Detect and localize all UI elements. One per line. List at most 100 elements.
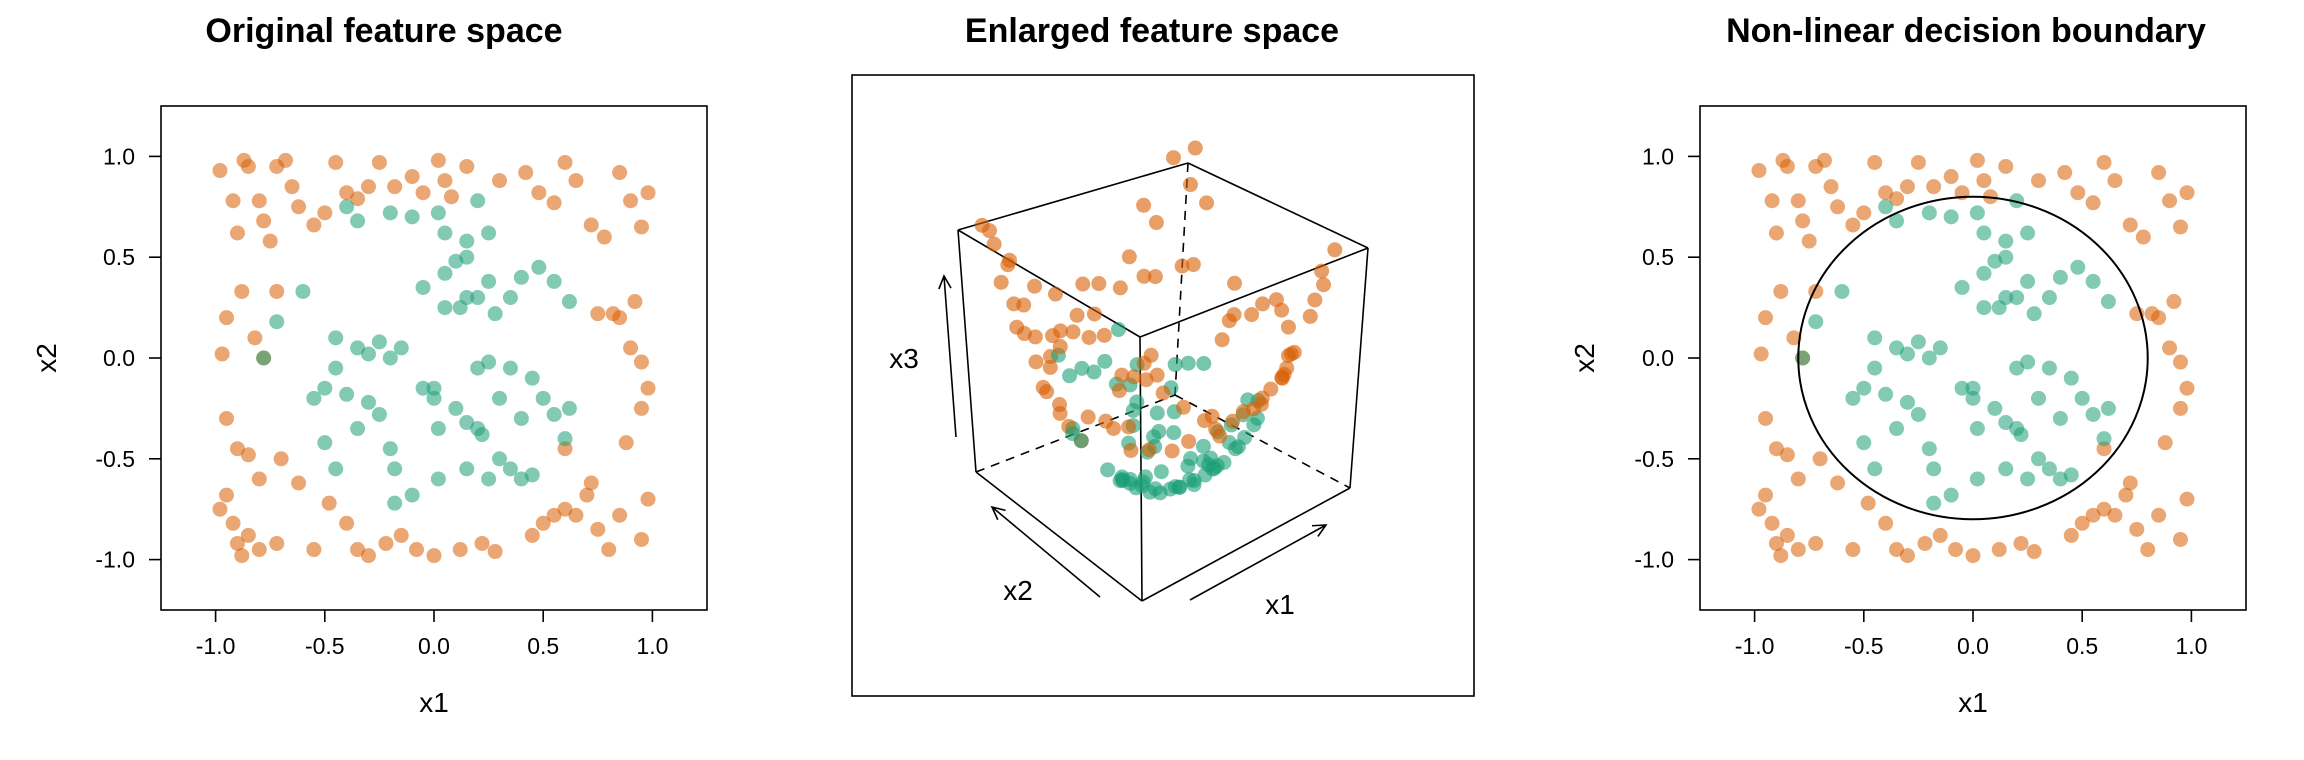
data-point-orange xyxy=(240,527,256,543)
data-point-orange xyxy=(219,310,235,326)
data-point-3d-orange xyxy=(1141,442,1157,458)
data-point-3d-green xyxy=(1129,394,1145,410)
data-point-green xyxy=(1910,406,1926,422)
data-point-orange xyxy=(546,507,562,523)
data-point-orange xyxy=(269,283,285,299)
data-point-3d-green xyxy=(1216,454,1232,470)
data-point-green xyxy=(350,421,366,437)
panel3-title: Non-linear decision boundary xyxy=(1726,12,2206,50)
x3-axis-arrow xyxy=(943,275,957,438)
data-point-green xyxy=(430,471,446,487)
data-point-green xyxy=(1987,253,2003,269)
data-point-3d-orange xyxy=(1148,215,1164,231)
data-point-green xyxy=(2031,390,2047,406)
data-point-orange xyxy=(1899,548,1915,564)
data-point-green xyxy=(1808,314,1824,330)
panel3-ylabel: x2 xyxy=(1569,343,1600,373)
data-point-orange xyxy=(306,217,322,233)
data-point-orange xyxy=(262,233,278,249)
data-point-3d-orange xyxy=(1155,385,1171,401)
data-point-3d-orange xyxy=(1327,242,1343,258)
data-point-3d-orange xyxy=(1227,275,1243,291)
panel-non-linear-decision-boundary: Non-linear decision boundary -1.0 -1.0 -0.… xyxy=(1569,12,2247,718)
data-point-3d-orange xyxy=(1204,408,1220,424)
panel3-xtick-label: 1.0 xyxy=(2175,633,2207,659)
panel1-title: Original feature space xyxy=(205,12,562,50)
data-point-orange xyxy=(1768,535,1784,551)
data-point-3d-orange xyxy=(1039,384,1055,400)
data-point-orange xyxy=(2129,521,2145,537)
data-point-orange xyxy=(1768,441,1784,457)
data-point-3d-green xyxy=(1167,357,1183,373)
data-point-green xyxy=(1976,225,1992,241)
panel3-xtick-label: -1.0 xyxy=(1735,633,1775,659)
data-point-orange xyxy=(1910,154,1926,170)
data-point-orange xyxy=(229,225,245,241)
panel1-xtick-label: 0.5 xyxy=(527,633,559,659)
data-point-orange xyxy=(2179,491,2195,507)
data-point-3d-orange xyxy=(1080,409,1096,425)
data-point-orange xyxy=(240,158,256,174)
data-point-orange xyxy=(2172,400,2188,416)
data-point-orange xyxy=(1867,154,1883,170)
data-point-orange xyxy=(1856,205,1872,221)
panel1-ytick-label: 0.5 xyxy=(103,244,135,270)
data-point-green xyxy=(1878,199,1894,215)
data-point-green xyxy=(1889,421,1905,437)
data-point-green xyxy=(546,273,562,289)
data-point-3d-orange xyxy=(1174,258,1190,274)
data-point-orange xyxy=(2179,380,2195,396)
x1-axis-arrow-head xyxy=(1311,524,1328,537)
data-point-orange xyxy=(487,544,503,560)
data-point-green xyxy=(546,406,562,422)
data-point-orange xyxy=(618,435,634,451)
data-point-green xyxy=(339,199,355,215)
data-point-green xyxy=(2063,370,2079,386)
data-point-orange xyxy=(623,193,639,209)
data-point-3d-orange xyxy=(1121,249,1137,265)
data-point-orange xyxy=(2074,515,2090,531)
data-point-orange xyxy=(2172,531,2188,547)
data-point-green xyxy=(2052,269,2068,285)
panel1-ytick-label: 0.0 xyxy=(103,345,135,371)
data-point-3d-orange xyxy=(993,274,1009,290)
data-point-3d-orange xyxy=(1048,286,1064,302)
data-point-3d-orange xyxy=(1065,324,1081,340)
data-point-green xyxy=(1943,487,1959,503)
data-point-orange xyxy=(2166,294,2182,310)
data-point-green xyxy=(328,360,344,376)
data-point-orange xyxy=(2172,354,2188,370)
data-point-3d-orange xyxy=(1147,269,1163,285)
data-point-orange xyxy=(1816,152,1832,168)
data-point-orange xyxy=(2063,527,2079,543)
panel1-xlabel: x1 xyxy=(419,687,449,718)
data-point-green xyxy=(350,213,366,229)
data-point-3d-orange xyxy=(1175,399,1191,415)
data-point-orange xyxy=(640,491,656,507)
panel1-xtick-label: 1.0 xyxy=(636,633,668,659)
data-point-green xyxy=(360,346,376,362)
data-point-orange xyxy=(2096,154,2112,170)
data-point-3d-orange xyxy=(1086,306,1102,322)
panel-enlarged-feature-space: Enlarged feature space x3 x2 x1 xyxy=(851,12,1475,697)
data-point-green xyxy=(459,290,475,306)
data-point-orange xyxy=(627,294,643,310)
data-point-orange xyxy=(640,380,656,396)
data-point-green xyxy=(459,415,475,431)
data-point-3d-green xyxy=(1110,322,1126,338)
data-point-3d-orange xyxy=(1212,428,1228,444)
data-point-3d-green xyxy=(1195,438,1211,454)
data-point-3d-orange xyxy=(1091,276,1107,292)
data-point-orange xyxy=(2122,475,2138,491)
data-point-green xyxy=(2041,360,2057,376)
data-point-3d-orange xyxy=(1149,367,1165,383)
data-point-green xyxy=(382,350,398,366)
data-point-green xyxy=(535,390,551,406)
data-point-green xyxy=(459,461,475,477)
data-point-orange xyxy=(1764,193,1780,209)
data-point-orange xyxy=(360,548,376,564)
data-point-green xyxy=(306,390,322,406)
data-point-green xyxy=(2085,273,2101,289)
data-point-3d-green xyxy=(1097,353,1113,369)
data-point-3d-orange xyxy=(986,236,1002,252)
